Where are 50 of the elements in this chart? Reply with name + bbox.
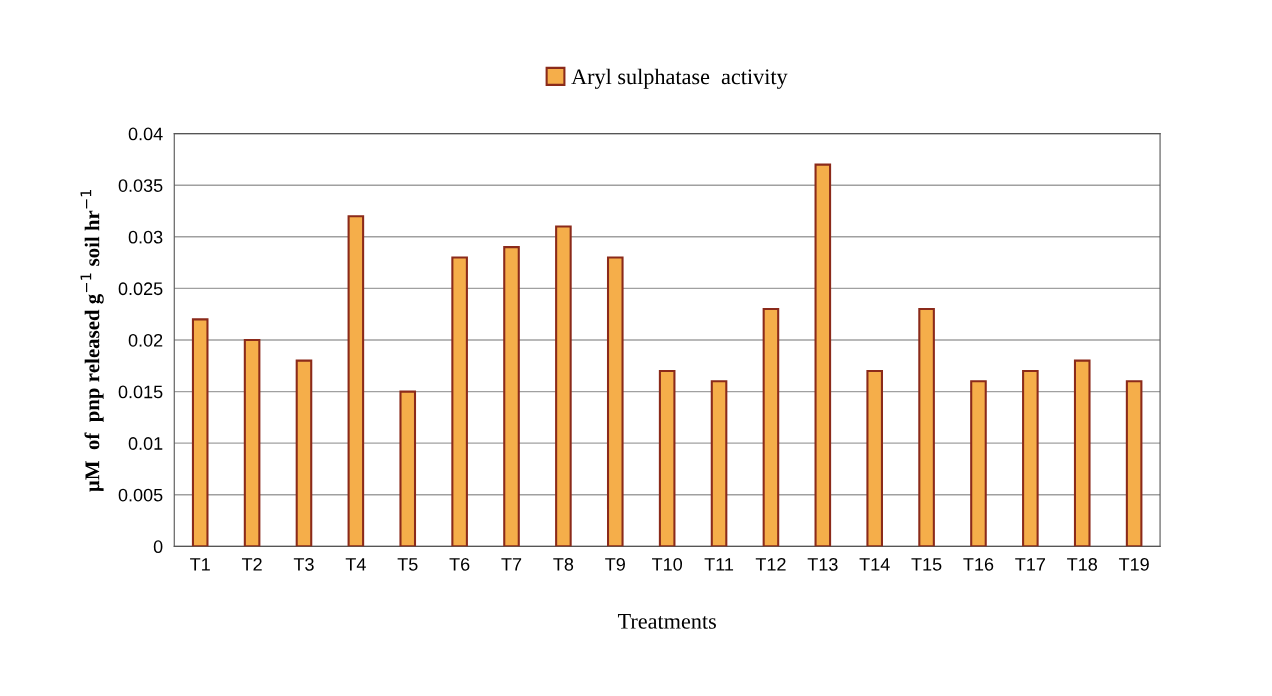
bar <box>762 308 780 547</box>
y-tick-label: 0.01 <box>128 437 163 450</box>
x-tick-label: T14 <box>859 558 890 571</box>
x-tick-label: T1 <box>190 558 210 571</box>
x-tick-label: T5 <box>397 558 418 571</box>
bar <box>503 246 520 547</box>
bar <box>1073 359 1091 547</box>
bar <box>399 390 417 547</box>
bar <box>1125 380 1143 547</box>
bar <box>243 338 261 547</box>
bar <box>347 215 365 547</box>
bar <box>918 308 935 547</box>
legend-label: Aryl sulphatase activity <box>571 68 788 89</box>
y-tick-label: 0.04 <box>128 127 163 141</box>
x-tick-label: T2 <box>241 557 262 571</box>
bar <box>295 359 313 547</box>
x-tick-label: T19 <box>1118 557 1149 571</box>
y-tick-label: 0.025 <box>118 282 163 296</box>
y-tick-label: 0.005 <box>118 488 163 502</box>
x-axis-title: Treatments <box>617 614 716 629</box>
x-tick-label: T18 <box>1067 557 1098 571</box>
bar <box>606 256 624 547</box>
x-tick-label: T12 <box>755 557 786 571</box>
x-tick-label: T4 <box>345 558 366 571</box>
x-tick-label: T8 <box>553 557 574 571</box>
x-tick-label: T10 <box>652 557 683 571</box>
y-tick-label: 0.035 <box>118 179 163 192</box>
bar <box>970 380 987 547</box>
bar <box>866 369 883 547</box>
bar <box>710 380 728 547</box>
y-tick-label: 0.02 <box>128 333 163 347</box>
x-tick-label: T7 <box>501 558 522 571</box>
bar <box>451 256 468 547</box>
y-tick-label: 0.015 <box>118 385 163 399</box>
bar <box>658 369 676 547</box>
x-tick-label: T11 <box>704 558 734 571</box>
bar <box>191 318 209 547</box>
y-tick-label: 0.03 <box>128 230 163 244</box>
bar <box>1022 369 1039 547</box>
x-tick-label: T15 <box>911 558 942 571</box>
x-tick-label: T9 <box>605 557 625 571</box>
x-tick-label: T6 <box>449 557 470 571</box>
bar <box>814 163 832 547</box>
x-tick-label: T13 <box>807 557 838 571</box>
bar <box>555 225 572 547</box>
x-tick-label: T3 <box>293 557 314 571</box>
x-tick-label: T17 <box>1015 558 1045 571</box>
y-axis-title: µM of pnp released g$^{−1}$ soil hr$^{−1}$ <box>80 189 104 492</box>
x-tick-label: T16 <box>963 557 994 571</box>
y-tick-label: 0 <box>153 540 163 554</box>
